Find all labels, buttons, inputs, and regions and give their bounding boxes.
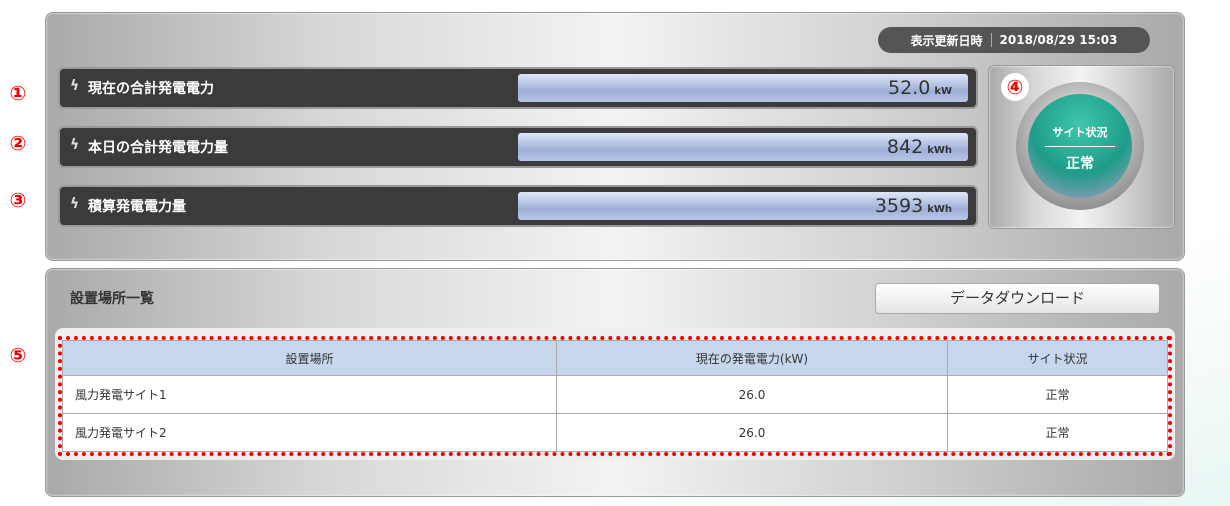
header-cell: 現在の発電電力(kW) xyxy=(557,341,948,376)
bolt-icon: ϟ xyxy=(70,137,79,153)
status-indicator: サイト状況 正常 xyxy=(1028,94,1132,198)
update-label: 表示更新日時 xyxy=(911,32,983,49)
cell: 風力発電サイト2 xyxy=(63,414,557,452)
table: 設置場所 現在の発電電力(kW) サイト状況 風力発電サイト1 26.0 正常 … xyxy=(62,340,1168,452)
divider xyxy=(1045,146,1115,147)
cell: 正常 xyxy=(948,376,1168,414)
meter-value: 842 kWh xyxy=(518,133,968,161)
value: 842 xyxy=(887,136,923,158)
meter-label: 現在の合計発電電力 xyxy=(88,78,214,98)
dashboard: 表示更新日時 2018/08/29 15:03 ① ② ③ ϟ 現在の合計発電電力… xyxy=(0,0,1230,506)
cell: 26.0 xyxy=(557,414,948,452)
status-value: 正常 xyxy=(1028,153,1132,173)
unit: kWh xyxy=(927,145,952,156)
bolt-icon: ϟ xyxy=(70,196,79,212)
marker: ④ xyxy=(1001,73,1029,101)
cell: 26.0 xyxy=(557,376,948,414)
value: 52.0 xyxy=(888,77,930,99)
unit: kWh xyxy=(927,204,952,215)
update-value: 2018/08/29 15:03 xyxy=(991,33,1118,47)
row: 風力発電サイト1 26.0 正常 xyxy=(63,376,1168,414)
meter-value: 3593 kWh xyxy=(518,192,968,220)
site-table: 設置場所 現在の発電電力(kW) サイト状況 風力発電サイト1 26.0 正常 … xyxy=(62,340,1168,452)
header-cell: 設置場所 xyxy=(63,341,557,376)
marker: ② xyxy=(4,129,32,157)
list-title: 設置場所一覧 xyxy=(70,288,154,308)
meter-value: 52.0 kW xyxy=(518,74,968,102)
marker: ① xyxy=(4,79,32,107)
marker: ③ xyxy=(4,186,32,214)
bolt-icon: ϟ xyxy=(70,78,79,94)
header-row: 設置場所 現在の発電電力(kW) サイト状況 xyxy=(63,341,1168,376)
meter-label: 積算発電電力量 xyxy=(88,196,186,216)
update-time: 表示更新日時 2018/08/29 15:03 xyxy=(878,27,1150,53)
cell: 風力発電サイト1 xyxy=(63,376,557,414)
download-button[interactable]: データダウンロード xyxy=(875,283,1160,314)
header-cell: サイト状況 xyxy=(948,341,1168,376)
value: 3593 xyxy=(875,195,923,217)
unit: kW xyxy=(934,86,952,97)
meter-label: 本日の合計発電電力量 xyxy=(88,137,228,157)
status-title: サイト状況 xyxy=(1028,124,1132,140)
cell: 正常 xyxy=(948,414,1168,452)
marker: ⑤ xyxy=(4,341,32,369)
row: 風力発電サイト2 26.0 正常 xyxy=(63,414,1168,452)
